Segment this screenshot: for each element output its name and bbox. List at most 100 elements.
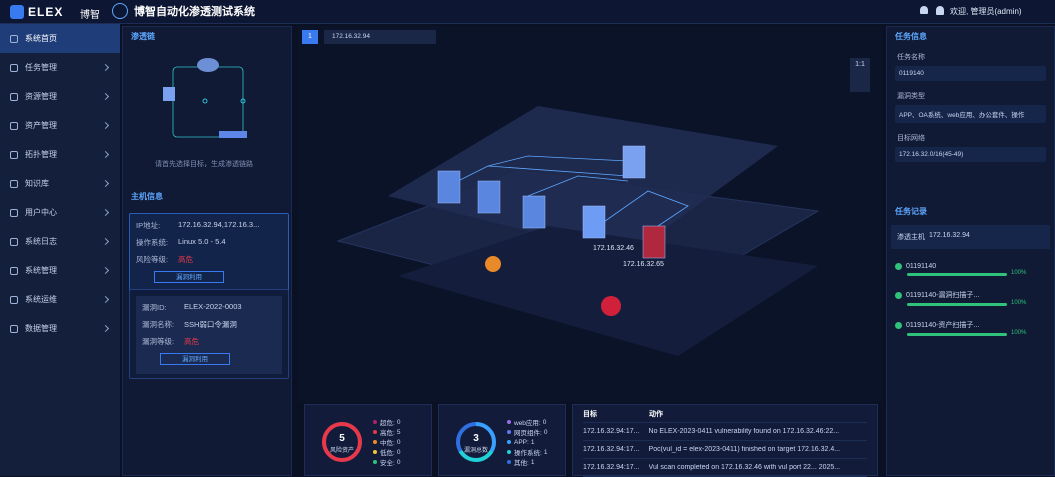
sidebar: 系统首页任务管理资源管理资产管理拓扑管理知识库用户中心系统日志 系统管理 系统运维数… (0, 24, 120, 476)
log-cell: 172.16.32.94:17... (583, 428, 640, 435)
menu-item[interactable]: 系统管理 (0, 256, 120, 285)
legend-dot (373, 450, 377, 454)
tab[interactable]: 1 (302, 30, 318, 44)
legend-item: 操作系统: 1 (507, 447, 547, 457)
menu-arrow (101, 237, 110, 246)
progress-label: 100% (1011, 300, 1027, 306)
progress-track (907, 303, 1007, 306)
risk-card: 5 风险资产 超危: 0 高危: 5 中危: 0 低危: 0 安全: 0 (304, 404, 432, 476)
host-select[interactable]: 渗透主机 172.16.32.94 (891, 225, 1050, 249)
menu-item[interactable]: 任务管理 (0, 53, 120, 82)
menu-item[interactable]: 用户中心 (0, 198, 120, 227)
donut-total: 5 (339, 433, 345, 444)
legend-value: 1 (543, 448, 548, 456)
menu-item[interactable]: 资产管理 (0, 111, 120, 140)
field-label: 漏洞等级: (142, 337, 175, 346)
menu-item[interactable]: 数据管理 (0, 314, 120, 343)
progress-track (907, 273, 1007, 276)
vuln-card-inner: 漏洞ID: ELEX-2022-0003 漏洞名称: SSH弱口令漏洞 漏洞等级: 高危漏… (136, 296, 282, 374)
donut-label: 风险资产 (330, 446, 354, 454)
log-cell: 172.16.32.94:17... (583, 464, 640, 471)
menu-label: 用户中心 (25, 208, 57, 217)
status-dot (895, 321, 902, 329)
menu-arrow (101, 63, 110, 72)
menu-item[interactable]: 系统日志 (0, 227, 120, 256)
legend-dot (507, 420, 511, 424)
log-header: 目标 动作 (583, 405, 867, 423)
menu-label: 任务管理 (25, 63, 57, 72)
donut-segment (322, 422, 362, 462)
menu-item[interactable]: 系统首页 (0, 24, 120, 53)
chain-diagram (163, 58, 247, 138)
menu-arrow (101, 266, 110, 275)
field-value[interactable]: 0119140 (895, 66, 1046, 81)
legend-name: 低危: (380, 450, 395, 457)
vuln-donut: 3 漏洞总数 (456, 422, 496, 462)
donut-segment (456, 422, 496, 462)
log-cell: 172.16.32.94:17... (583, 446, 640, 453)
logo: ELEX (28, 5, 64, 19)
top-bar: ELEX 博智 博智自动化渗透测试系统 欢迎, 管理员(admin) (0, 0, 1055, 24)
field-value: ELEX-2022-0003 (184, 302, 242, 311)
field-value: 高危 (178, 255, 193, 264)
legend-dot (507, 440, 511, 444)
record-line: 01191140-资产扫描子... (895, 320, 1046, 330)
menu-icon (10, 295, 18, 304)
legend-item: web应用: 0 (507, 417, 547, 427)
donut-total: 3 (473, 433, 479, 444)
record-progress: 100% (895, 330, 1046, 336)
progress-bar (907, 333, 1007, 336)
node-label: 172.16.32.65 (623, 261, 664, 268)
log-table: 目标 动作 172.16.32.94:17... No ELEX-2023-0411 … (572, 404, 878, 477)
log-head: 目标 (583, 410, 597, 418)
legend-value: 0 (542, 418, 547, 426)
legend-item: 网页组件: 0 (507, 427, 547, 437)
field-label: 操作系统: (136, 238, 169, 247)
legend-item: APP: 1 (507, 437, 547, 447)
menu-label: 拓扑管理 (25, 150, 57, 159)
record-name: 01191140-资产扫描子... (906, 322, 980, 329)
progress-track (907, 333, 1007, 336)
field-value: APP、OA系统、web应用、办公套件、操作 (895, 105, 1046, 123)
field-label: 漏洞ID: (142, 303, 167, 312)
legend-value: 0 (396, 458, 401, 466)
host-card[interactable]: IP地址: 172.16.32.94,172.16.3... 操作系统: Linux … (129, 213, 289, 293)
legend-name: APP: (514, 438, 529, 446)
menu-item[interactable]: 系统运维 (0, 285, 120, 314)
field-row: 风险等级: 高危 (136, 254, 282, 265)
field-label: 风险等级: (136, 255, 169, 264)
node-box (477, 180, 501, 214)
target-input[interactable]: 172.16.32.94 (324, 30, 436, 44)
menu-item[interactable]: 拓扑管理 (0, 140, 120, 169)
log-head: 动作 (649, 410, 663, 418)
logo-cn: 博智 (80, 10, 100, 21)
bell-icon[interactable] (920, 6, 928, 14)
user-name[interactable]: 欢迎, 管理员(admin) (950, 7, 1022, 16)
node-label: 172.16.32.46 (593, 245, 634, 252)
menu-item[interactable]: 资源管理 (0, 82, 120, 111)
legend-dot (373, 440, 377, 444)
system-icon (112, 3, 128, 19)
legend-item: 中危: 0 (373, 437, 400, 447)
legend-value: 0 (396, 448, 401, 456)
legend-name: web应用: (514, 420, 541, 427)
topology-canvas: 172.16.32.46 172.16.32.65 (298, 26, 882, 402)
menu-icon (10, 121, 18, 130)
legend-name: 安全: (380, 460, 395, 467)
legend-value: 0 (396, 438, 401, 446)
action-button[interactable]: 漏洞利用 (154, 271, 224, 283)
left-panel: 渗透链 请首先选择目标，生成渗透链路 主机信息 IP地址: 172.16.32.9… (122, 26, 292, 476)
field-row: 漏洞名称: SSH弱口令漏洞 (142, 319, 276, 330)
menu-item[interactable]: 知识库 (0, 169, 120, 198)
field-label: 漏洞名称: (142, 320, 175, 329)
menu-label: 知识库 (25, 179, 49, 188)
risk-donut: 5 风险资产 (322, 422, 362, 462)
zoom-control[interactable]: 1:1 (850, 58, 870, 92)
menu-label: 资源管理 (25, 92, 57, 101)
menu-icon (10, 208, 18, 217)
field-row: IP地址: 172.16.32.94,172.16.3... (136, 220, 282, 231)
legend-dot (507, 460, 511, 464)
log-cell: No ELEX-2023-0411 vulnerability found on… (648, 428, 840, 435)
action-button[interactable]: 漏洞利用 (160, 353, 230, 365)
